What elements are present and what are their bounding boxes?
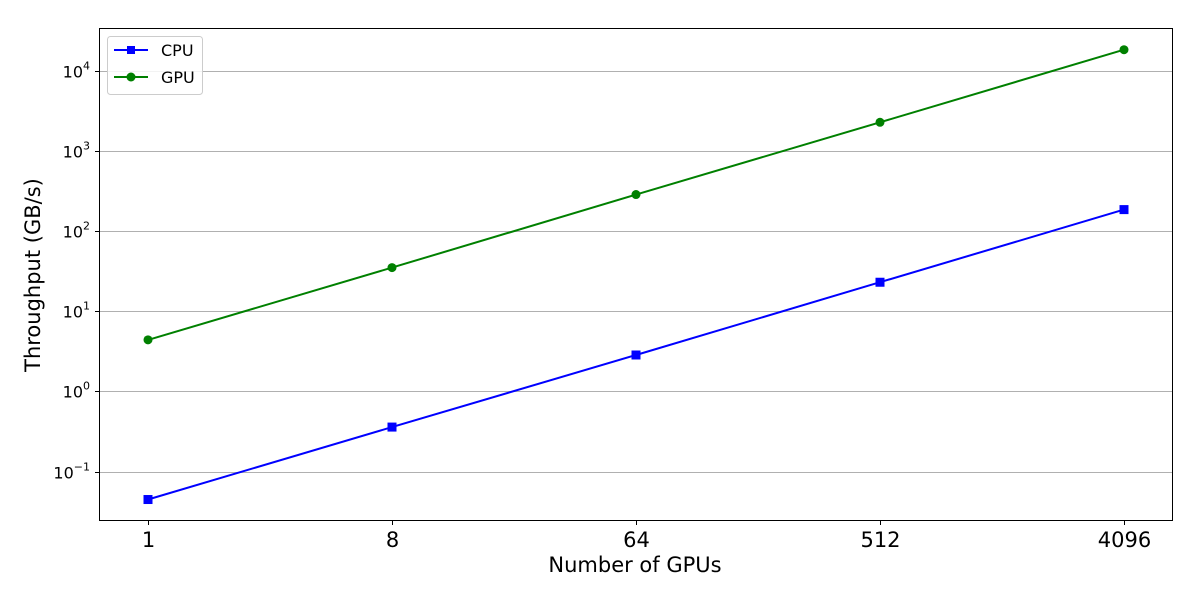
legend-marker-cpu — [127, 46, 135, 54]
data-point-cpu — [875, 277, 885, 287]
data-point-gpu — [631, 190, 641, 200]
data-point-cpu — [631, 350, 641, 360]
y-tick-label: 102 — [63, 220, 90, 242]
legend-label-cpu: CPU — [161, 41, 194, 60]
y-tick-label-base: 10 — [63, 63, 83, 82]
x-axis-title: Number of GPUs — [548, 553, 721, 577]
series-cpu — [143, 205, 1129, 505]
series-gpu — [143, 45, 1129, 345]
y-tick-label-base: 10 — [63, 303, 83, 322]
grid-layer — [100, 71, 1172, 473]
y-tick-label-base: 10 — [53, 464, 73, 483]
legend-item-cpu: CPU — [114, 41, 194, 60]
data-point-cpu — [143, 495, 153, 505]
legend-marker-gpu — [126, 72, 136, 82]
x-tick-label: 4096 — [1098, 528, 1151, 552]
data-point-gpu — [387, 263, 397, 273]
y-tick-label: 100 — [63, 380, 90, 402]
x-tick-label: 64 — [623, 528, 650, 552]
y-tick-label-exponent: 0 — [83, 380, 90, 393]
data-point-gpu — [1119, 45, 1129, 55]
y-tick-label: 101 — [63, 300, 90, 322]
legend: CPU GPU — [107, 36, 203, 95]
y-tick-label: 103 — [63, 140, 90, 162]
y-tick-label-exponent: 4 — [83, 60, 90, 73]
y-tick-label-exponent: −1 — [74, 461, 90, 474]
x-tick-label: 512 — [860, 528, 900, 552]
y-tick-label-base: 10 — [63, 143, 83, 162]
y-tick-label-exponent: 2 — [83, 220, 90, 233]
x-tick-label: 8 — [386, 528, 399, 552]
x-axis: 1 8 64 512 4096 — [142, 520, 1151, 552]
data-point-cpu — [387, 422, 397, 432]
series-layer — [143, 45, 1129, 505]
y-axis-title: Throughput (GB/s) — [21, 178, 45, 373]
y-tick-label: 104 — [63, 60, 90, 82]
data-point-gpu — [875, 117, 885, 127]
legend-label-gpu: GPU — [161, 68, 195, 87]
y-tick-label-exponent: 3 — [83, 140, 90, 153]
y-tick-label-exponent: 1 — [83, 300, 90, 313]
x-tick-label: 1 — [142, 528, 155, 552]
plot-frame — [99, 28, 1173, 521]
data-point-cpu — [1119, 205, 1129, 215]
data-point-gpu — [143, 335, 153, 345]
y-tick-label-base: 10 — [63, 223, 83, 242]
y-tick-label-base: 10 — [63, 383, 83, 402]
y-tick-label: 10−1 — [53, 461, 90, 483]
legend-item-gpu: GPU — [114, 68, 195, 87]
